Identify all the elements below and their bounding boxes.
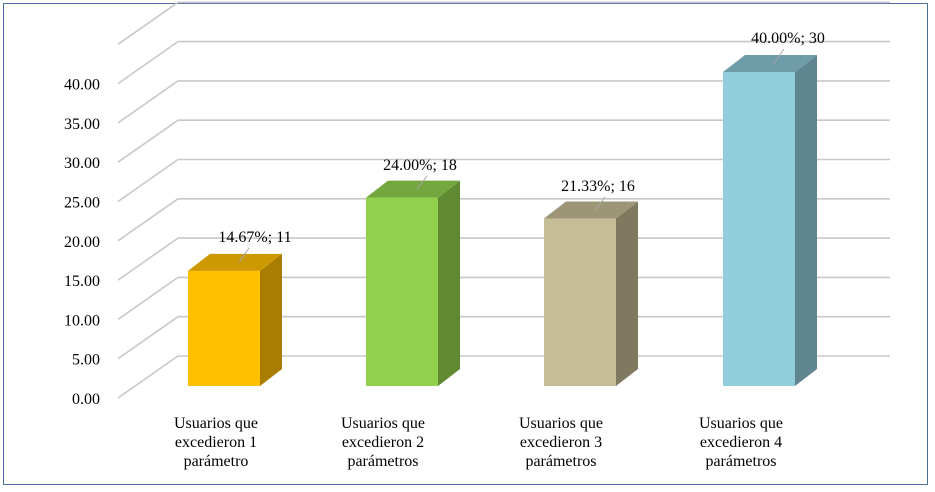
category-label-line: parámetros: [347, 453, 418, 470]
category-label-line: excedieron 1: [175, 434, 257, 451]
gridline-diagonal: [117, 355, 179, 399]
data-label-leader: [238, 247, 250, 263]
y-axis-ticks: 0.00 5.00 10.00 15.00 20.00 25.00 30.00 35.00 40…: [64, 77, 100, 408]
category-label-line: excedieron 3: [520, 434, 602, 451]
category-label-line: parámetros: [525, 453, 596, 470]
category-label-line: parámetro: [184, 453, 249, 470]
gridline-diagonal: [117, 316, 179, 360]
category-label: Usuarios que excedieron 1 parámetro: [174, 415, 258, 470]
data-label: 40.00%; 30: [751, 30, 825, 47]
bar-front: [723, 72, 795, 386]
data-label-leader: [773, 48, 785, 64]
bar-top: [188, 253, 282, 271]
data-label: 21.33%; 16: [561, 178, 635, 195]
data-label: 24.00%; 18: [383, 157, 457, 174]
y-tick-label: 10.00: [64, 312, 100, 329]
category-labels-layer: Usuarios que excedieron 1 parámetroUsuario…: [174, 415, 783, 470]
gridline-diagonal: [117, 198, 179, 242]
bar-side: [795, 55, 817, 386]
gridline-diagonal: [117, 237, 179, 281]
y-tick-label: 20.00: [64, 234, 100, 251]
gridline-diagonal: [117, 158, 179, 203]
category-label: Usuarios que excedieron 2 parámetros: [341, 415, 425, 470]
category-label-line: Usuarios que: [341, 415, 425, 432]
bar-front: [188, 270, 260, 386]
category-label-line: parámetros: [705, 453, 776, 470]
bars-layer: [188, 55, 817, 386]
data-label-leader: [594, 196, 606, 211]
category-label-line: excedieron 4: [700, 434, 782, 451]
gridline: [117, 1, 890, 45]
bar: [366, 180, 460, 386]
bar-side: [616, 201, 638, 386]
category-label: Usuarios que excedieron 4 parámetros: [699, 415, 783, 470]
category-label-line: Usuarios que: [519, 415, 603, 432]
y-tick-label: 30.00: [64, 155, 100, 172]
category-label: Usuarios que excedieron 3 parámetros: [519, 415, 603, 470]
category-label-line: Usuarios que: [174, 415, 258, 432]
gridline-diagonal: [117, 1, 179, 45]
gridline-diagonal: [117, 40, 179, 85]
bar: [544, 201, 638, 386]
y-tick-label: 25.00: [64, 195, 100, 212]
y-tick-label: 0.00: [72, 391, 100, 408]
bar-front: [366, 197, 438, 386]
gridline-diagonal: [117, 276, 179, 321]
bar-top: [723, 55, 817, 72]
gridline-diagonal: [117, 119, 179, 163]
data-labels-layer: 14.67%; 11 24.00%; 18 21.33%; 16 40.00%; 30: [218, 30, 825, 263]
y-tick-label: 5.00: [72, 352, 100, 369]
gridline: [117, 40, 890, 85]
y-tick-label: 15.00: [64, 273, 100, 290]
y-tick-label: 35.00: [64, 116, 100, 133]
category-label-line: excedieron 2: [342, 434, 424, 451]
bar-top: [366, 180, 460, 198]
gridline-diagonal: [117, 80, 179, 124]
category-label-line: Usuarios que: [699, 415, 783, 432]
y-tick-label: 40.00: [64, 77, 100, 94]
bar-side: [260, 253, 282, 386]
data-label-leader: [416, 175, 428, 190]
bar: [188, 253, 282, 386]
bar: [723, 55, 817, 386]
bar-top: [544, 201, 638, 219]
data-label: 14.67%; 11: [218, 229, 291, 246]
bar-front: [544, 218, 616, 386]
bar-side: [438, 180, 460, 386]
